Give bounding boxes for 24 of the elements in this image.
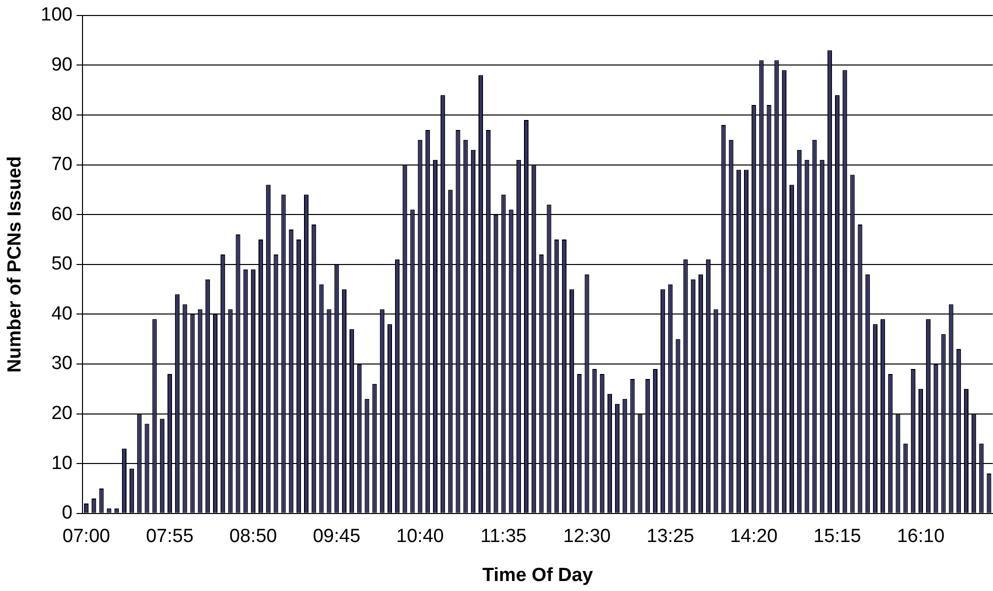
y-tick-label: 80 [51, 104, 72, 126]
y-tick-label: 20 [51, 403, 72, 424]
y-tick-label: 30 [51, 353, 72, 374]
y-tick-label: 60 [51, 204, 72, 225]
y-axis-title: Number of PCNs Issued [4, 156, 26, 373]
x-tick-label: 13:25 [646, 526, 694, 548]
x-axis-title: Time Of Day [482, 564, 594, 586]
x-tick-label: 12:30 [563, 526, 611, 548]
y-tick-label: 100 [40, 4, 72, 26]
y-tick-label: 40 [51, 303, 72, 324]
x-tick-label: 15:15 [814, 526, 862, 548]
x-tick-label: 16:10 [896, 526, 944, 548]
x-tick-label: 07:00 [62, 526, 110, 548]
x-tick-label: 11:35 [480, 526, 527, 548]
y-tick-label: 90 [51, 54, 72, 76]
x-tick-label: 10:40 [396, 526, 444, 548]
y-tick-label: 10 [51, 452, 72, 474]
x-tick-label: 09:45 [312, 526, 360, 548]
x-tick-label: 08:50 [229, 526, 277, 548]
x-tick-label: 14:20 [730, 526, 778, 548]
y-tick-label: 0 [62, 502, 72, 524]
x-tick-label: 07:55 [146, 526, 194, 548]
y-tick-label: 50 [51, 254, 72, 275]
y-tick-label: 70 [51, 154, 72, 176]
